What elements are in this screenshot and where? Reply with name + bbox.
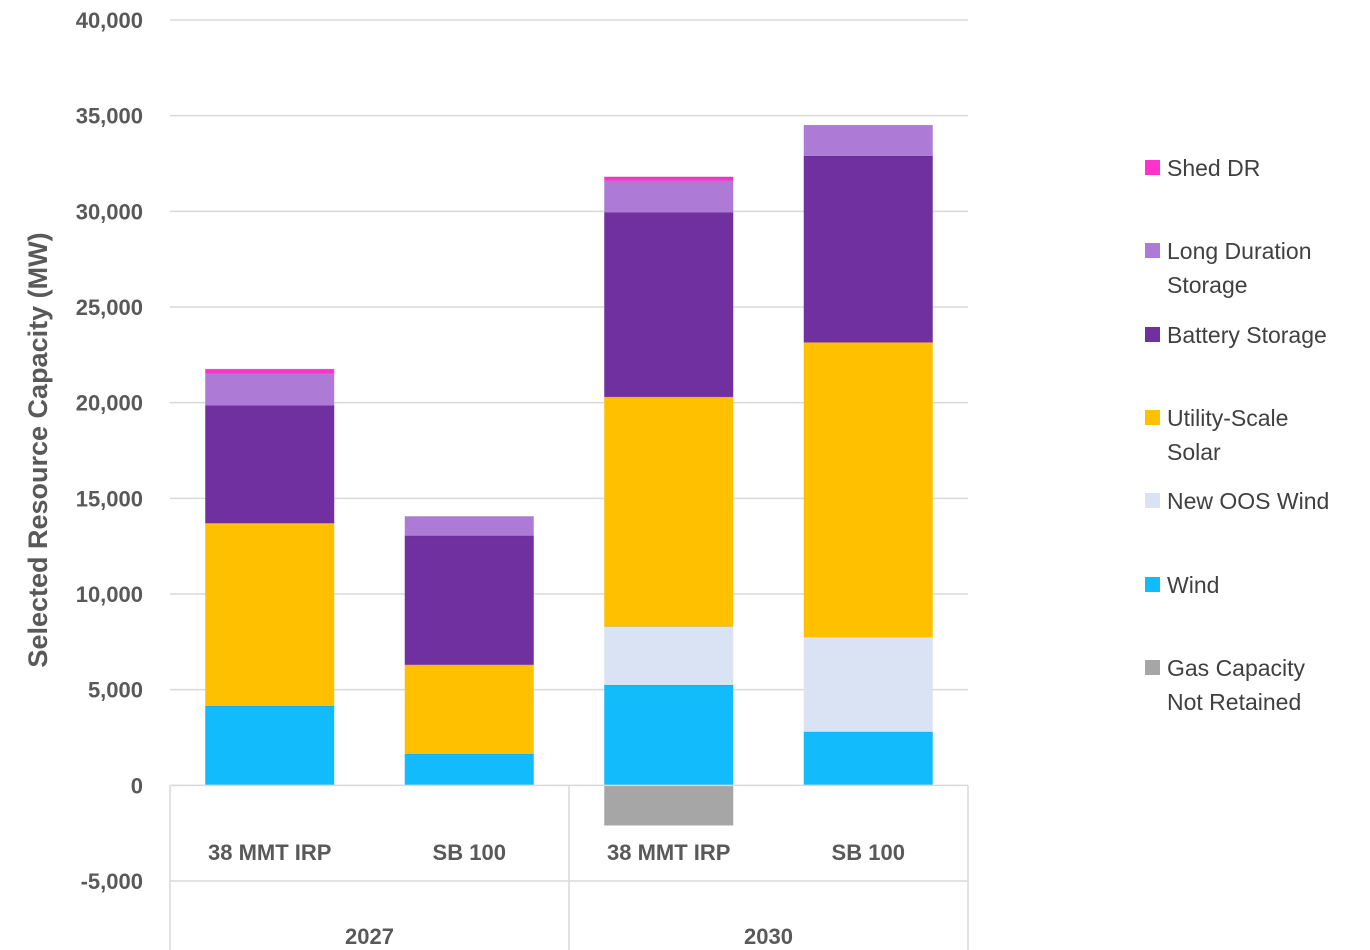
y-tick-label: 15,000 (76, 486, 143, 511)
y-tick-label: 5,000 (88, 678, 143, 703)
legend-label: Shed DR (1167, 155, 1260, 181)
legend-swatch (1145, 493, 1160, 508)
y-axis-title: Selected Resource Capacity (MW) (23, 232, 53, 667)
legend-label: Not Retained (1167, 689, 1301, 715)
legend-swatch (1145, 327, 1160, 342)
legend-swatch (1145, 243, 1160, 258)
legend-label: Wind (1167, 572, 1219, 598)
bar-segment (803, 637, 933, 732)
legend-label: Storage (1167, 272, 1248, 298)
group-label: 2030 (744, 924, 793, 949)
bar-segment (604, 212, 734, 397)
bar-segment (604, 176, 734, 181)
legend-swatch (1145, 577, 1160, 592)
bar-segment (404, 664, 534, 754)
bars (205, 124, 933, 826)
bar-segment (205, 373, 335, 406)
y-tick-label: 10,000 (76, 582, 143, 607)
y-tick-label: 35,000 (76, 104, 143, 129)
bar-segment (803, 155, 933, 343)
category-label: 38 MMT IRP (607, 840, 730, 865)
legend-label: Battery Storage (1167, 322, 1327, 348)
category-label: SB 100 (832, 840, 905, 865)
y-tick-label: 40,000 (76, 8, 143, 33)
legend-swatch (1145, 160, 1160, 175)
bar-segment (604, 396, 734, 627)
bar-segment (404, 516, 534, 536)
y-tick-label: 0 (131, 773, 143, 798)
legend-swatch (1145, 410, 1160, 425)
bar-segment (205, 405, 335, 524)
bar-segment (404, 535, 534, 665)
category-label: SB 100 (433, 840, 506, 865)
bar-segment (803, 125, 933, 156)
legend-label: Utility-Scale (1167, 405, 1288, 431)
bar-segment (604, 684, 734, 786)
axes: 40,000 35,000 30,000 25,000 20,000 15,000 10,0… (23, 8, 969, 950)
y-tick-label: 25,000 (76, 295, 143, 320)
legend-swatch (1145, 660, 1160, 675)
y-tick-label: -5,000 (81, 869, 143, 894)
legend-label: Gas Capacity (1167, 655, 1306, 681)
y-tick-label: 20,000 (76, 391, 143, 416)
bar-segment (604, 626, 734, 685)
bar-segment (205, 523, 335, 706)
bar-segment (604, 180, 734, 213)
bar-segment (205, 705, 335, 786)
group-label: 2027 (345, 924, 394, 949)
legend-label: Long Duration (1167, 238, 1312, 264)
bar-segment (205, 369, 335, 374)
legend: Shed DR Long Duration Storage Battery Stora… (1145, 155, 1329, 715)
legend-label: New OOS Wind (1167, 488, 1329, 514)
y-tick-label: 30,000 (76, 199, 143, 224)
bar-segment (404, 753, 534, 786)
category-label: 38 MMT IRP (208, 840, 331, 865)
bar-segment (803, 731, 933, 786)
bar-segment (803, 342, 933, 638)
bar-segment (604, 785, 734, 826)
legend-label: Solar (1167, 439, 1221, 465)
